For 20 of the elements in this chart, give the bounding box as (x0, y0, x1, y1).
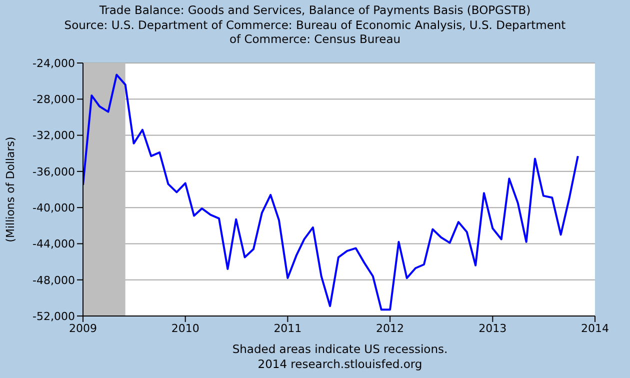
line-series (83, 74, 579, 311)
y-tick-label: -36,000 (32, 165, 75, 178)
y-tick-label: -24,000 (32, 56, 75, 70)
x-tick-label: 2009 (69, 322, 97, 335)
x-tick-label: 2013 (478, 322, 507, 335)
x-tick-label: 2014 (581, 322, 609, 335)
y-tick-label: -44,000 (32, 238, 75, 251)
y-tick-label: -32,000 (32, 129, 75, 142)
x-tick-label: 2010 (171, 322, 200, 335)
chart-title: Trade Balance: Goods and Services, Balance of Payments Basis (BOPGSTB) (98, 3, 532, 18)
chart-subtitle: Source: U.S. Department of Commerce: Bureau of Economic Analysis, U.S. Department of Commerce: Census Bureau (63, 18, 567, 46)
y-tick-label: -52,000 (32, 310, 75, 323)
y-axis-title: (Millions of Dollars) (4, 136, 17, 242)
x-tick-label: 2012 (376, 322, 404, 335)
text: Shaded areas indicate US recessions. (231, 342, 449, 357)
x-tick-label: 2011 (274, 322, 302, 335)
y-tick-label: -40,000 (32, 201, 75, 214)
text: 2014 research.stlouisfed.org (256, 357, 424, 372)
y-tick-label: -48,000 (32, 274, 75, 287)
y-tick-label: -28,000 (32, 93, 75, 106)
